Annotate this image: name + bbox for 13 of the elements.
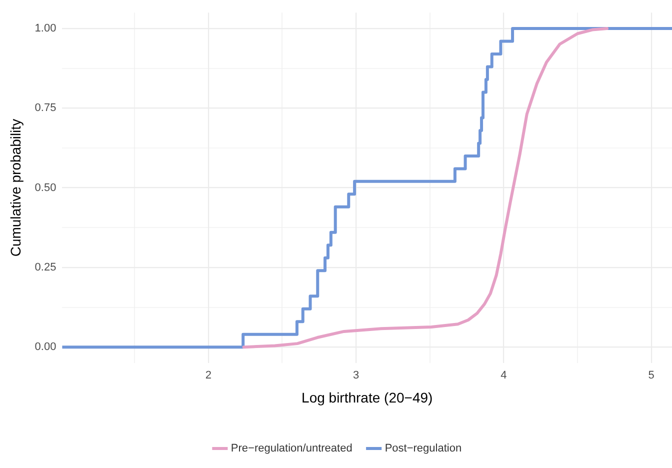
y-tick-label: 0.75 [34,102,56,114]
x-axis-title: Log birthrate (20−49) [302,389,433,406]
y-axis-title: Cumulative probability [7,118,24,257]
legend-label: Post−regulation [384,442,462,455]
legend-label: Pre−regulation/untreated [230,442,352,455]
y-tick-label: 0.00 [34,341,56,354]
x-tick-label: 3 [352,370,360,382]
y-tick-label: 1.00 [34,22,56,35]
x-tick-label: 2 [205,370,212,382]
y-tick-label: 0.50 [34,182,56,194]
x-tick-label: 4 [500,370,507,382]
x-tick-label: 5 [648,370,654,382]
y-tick-label: 0.25 [34,261,56,274]
